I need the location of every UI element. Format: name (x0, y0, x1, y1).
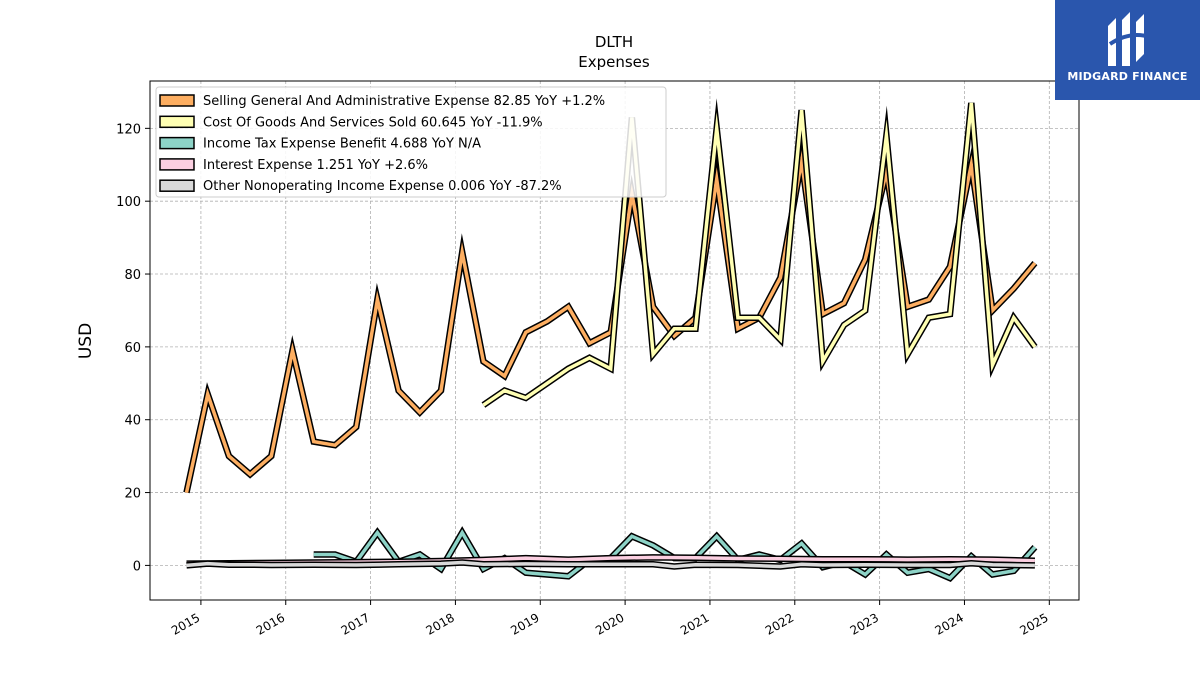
y-tick-label: 40 (124, 414, 141, 429)
y-tick-label: 20 (124, 487, 141, 502)
series-stroke (186, 560, 1035, 569)
series-line (481, 98, 1038, 408)
x-tick-label: 2020 (593, 610, 626, 637)
legend-swatch (159, 94, 195, 107)
x-tick-label: 2023 (848, 610, 881, 637)
legend-swatch (159, 136, 195, 150)
series-group (183, 98, 1038, 582)
x-tick-label: 2024 (933, 610, 966, 637)
legend-entry: Interest Expense 1.251 YoY +2.6% (203, 158, 428, 173)
x-tick-label: 2022 (763, 610, 796, 637)
x-tick-label: 2017 (339, 610, 372, 637)
legend-box (155, 86, 667, 198)
legend-entry: Income Tax Expense Benefit 4.688 YoY N/A (203, 137, 481, 152)
legend-entry: Selling General And Administrative Expen… (203, 94, 605, 109)
y-axis-label: USD (76, 323, 96, 359)
chart-subtitle: Expenses (578, 53, 650, 71)
legend-entry: Other Nonoperating Income Expense 0.006 … (203, 179, 562, 194)
plot-frame (149, 80, 1080, 601)
x-tick-label: 2025 (1017, 610, 1050, 637)
legend-swatch (159, 115, 195, 129)
y-axis: 0 20 40 60 80 100 120 (116, 122, 150, 574)
series-line (186, 559, 1035, 570)
brand-name: MIDGARD FINANCE (1067, 70, 1188, 83)
y-tick-label: 120 (116, 122, 141, 137)
brand-logo: MIDGARD FINANCE (1055, 0, 1200, 100)
x-tick-label: 2019 (508, 610, 541, 637)
x-tick-label: 2021 (678, 610, 711, 637)
x-tick-label: 2016 (254, 610, 287, 637)
x-tick-label: 2015 (169, 610, 202, 637)
logo-mark-icon (1108, 12, 1147, 66)
legend-entry: Cost Of Goods And Services Sold 60.645 Y… (203, 115, 543, 130)
x-axis: 2015 2016 2017 2018 2019 2020 2021 2022 2023 2024… (169, 600, 1051, 638)
y-tick-label: 100 (116, 195, 141, 210)
y-tick-label: 60 (124, 341, 141, 356)
y-tick-label: 0 (133, 559, 141, 574)
legend-swatch (159, 158, 195, 171)
x-tick-label: 2018 (423, 610, 456, 637)
series-stroke (482, 102, 1037, 407)
legend-swatch (159, 179, 195, 192)
legend: Selling General And Administrative Expen… (155, 86, 667, 198)
chart-title: DLTH (595, 33, 633, 51)
y-tick-label: 80 (124, 268, 141, 283)
